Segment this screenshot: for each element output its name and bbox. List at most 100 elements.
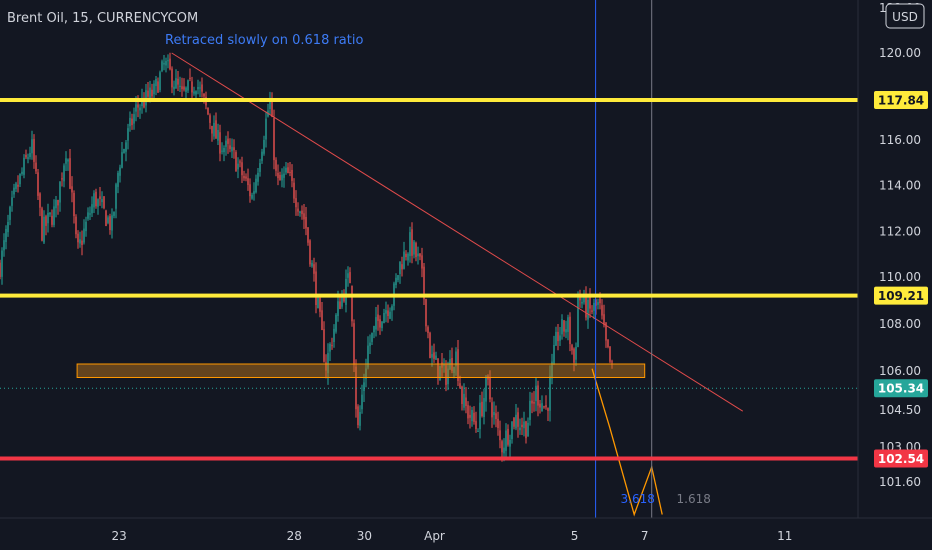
candle-body [319,297,321,312]
fib-label: 3.618 [621,492,655,506]
candle-body [85,221,87,232]
vertical-lines[interactable] [595,0,653,518]
candle-body [549,375,551,411]
zone-rectangle[interactable] [76,363,646,378]
level-line-109.21[interactable] [0,293,858,298]
candle-body [477,430,479,432]
candle-body [53,206,55,225]
level-badge-label: 117.84 [878,94,924,108]
candle-body [225,140,227,147]
candle-body [543,406,545,408]
candle-body [453,367,455,373]
candle-body [221,150,223,152]
projection-path[interactable] [591,368,663,517]
candle-body [101,199,103,203]
candle-body [117,172,119,187]
candle-body [121,152,123,168]
candle-body [587,299,589,320]
candle-body [445,365,447,385]
candle-body [175,78,177,89]
candle-body [189,77,191,79]
candle-body [573,348,575,363]
candle-body [129,117,131,127]
candle-body [511,421,513,439]
candle-body [143,99,145,108]
projection-polyline[interactable] [591,368,663,517]
candle-body [171,68,173,88]
candle-body [313,264,315,274]
candle-body [589,296,591,309]
time-tick-label: 28 [287,529,302,543]
support-resistance-zone[interactable] [76,363,646,378]
candle-body [507,428,509,445]
currency-button-frame[interactable] [885,3,925,29]
currency-button-label[interactable]: USD [892,10,918,24]
candle-body [601,305,603,316]
candle-body [425,298,427,327]
candle-body [23,157,25,175]
candle-body [335,314,337,332]
horizontal-levels[interactable] [0,98,858,461]
candle-body [461,386,463,404]
candle-body [231,147,233,152]
candle-body [441,362,443,368]
level-badge-117.84 [874,91,928,109]
candle-body [217,130,219,141]
descending-trendline[interactable] [171,52,744,412]
level-line-117.84[interactable] [0,98,858,102]
candle-body [323,329,325,362]
candle-body [471,410,473,422]
candle-body [111,215,113,231]
candle-body [139,107,141,111]
candle-body [383,313,385,324]
price-axis[interactable] [858,0,932,518]
candle-body [501,441,503,453]
candle-body [39,193,41,208]
candle-body [565,329,567,333]
candle-body [315,271,317,305]
candle-body [297,208,299,212]
candle-body [229,145,231,149]
candle-body [271,102,273,117]
candle-body [1,250,3,277]
candle-body [59,181,61,203]
candle-body [183,86,185,90]
level-line-102.54[interactable] [0,456,858,461]
candle-body [159,72,161,91]
candle-body [173,86,175,90]
trendline-segment[interactable] [171,52,744,412]
chart-annotation[interactable]: Retraced slowly on 0.618 ratio [165,33,363,48]
candle-body [161,61,163,71]
candle-body [347,273,349,278]
candle-body [339,301,341,309]
candle-body [397,275,399,280]
currency-button[interactable]: USD [885,3,925,29]
candle-body [457,349,459,381]
candle-body [409,232,411,257]
candle-body [513,418,515,427]
candle-body [421,255,423,269]
candle-body [365,368,367,379]
symbol-title[interactable]: Brent Oil, 15, CURRENCYCOM [7,11,198,26]
candle-body [429,332,431,359]
candle-body [163,62,165,65]
candle-body [155,79,157,87]
candle-body [105,210,107,226]
candle-body [309,240,311,265]
candle-body [41,208,43,241]
candle-body [427,327,429,333]
candle-body [165,60,167,66]
candle-body [475,421,477,429]
price-tick-label: 108.00 [879,317,921,331]
candle-body [521,424,523,428]
candle-body [77,233,79,243]
candle-body [545,405,547,408]
time-axis[interactable] [0,518,932,550]
candle-body [223,148,225,153]
candle-body [459,383,461,388]
candle-body [307,227,309,243]
candle-body [295,198,297,208]
candle-body [585,294,587,318]
candle-body [591,310,593,312]
